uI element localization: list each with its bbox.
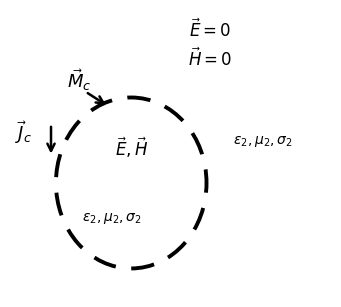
Text: $\varepsilon_2, \mu_2, \sigma_2$: $\varepsilon_2, \mu_2, \sigma_2$: [82, 211, 142, 226]
Text: $\vec{E}, \vec{H}$: $\vec{E}, \vec{H}$: [115, 135, 148, 160]
Text: $\varepsilon_2, \mu_2, \sigma_2$: $\varepsilon_2, \mu_2, \sigma_2$: [233, 134, 293, 149]
Text: $\vec{J}_c$: $\vec{J}_c$: [15, 119, 32, 146]
Text: $\vec{M}_c$: $\vec{M}_c$: [66, 67, 91, 93]
Text: $\vec{E} = 0$: $\vec{E} = 0$: [189, 18, 231, 41]
Text: $\vec{H} = 0$: $\vec{H} = 0$: [188, 48, 232, 70]
